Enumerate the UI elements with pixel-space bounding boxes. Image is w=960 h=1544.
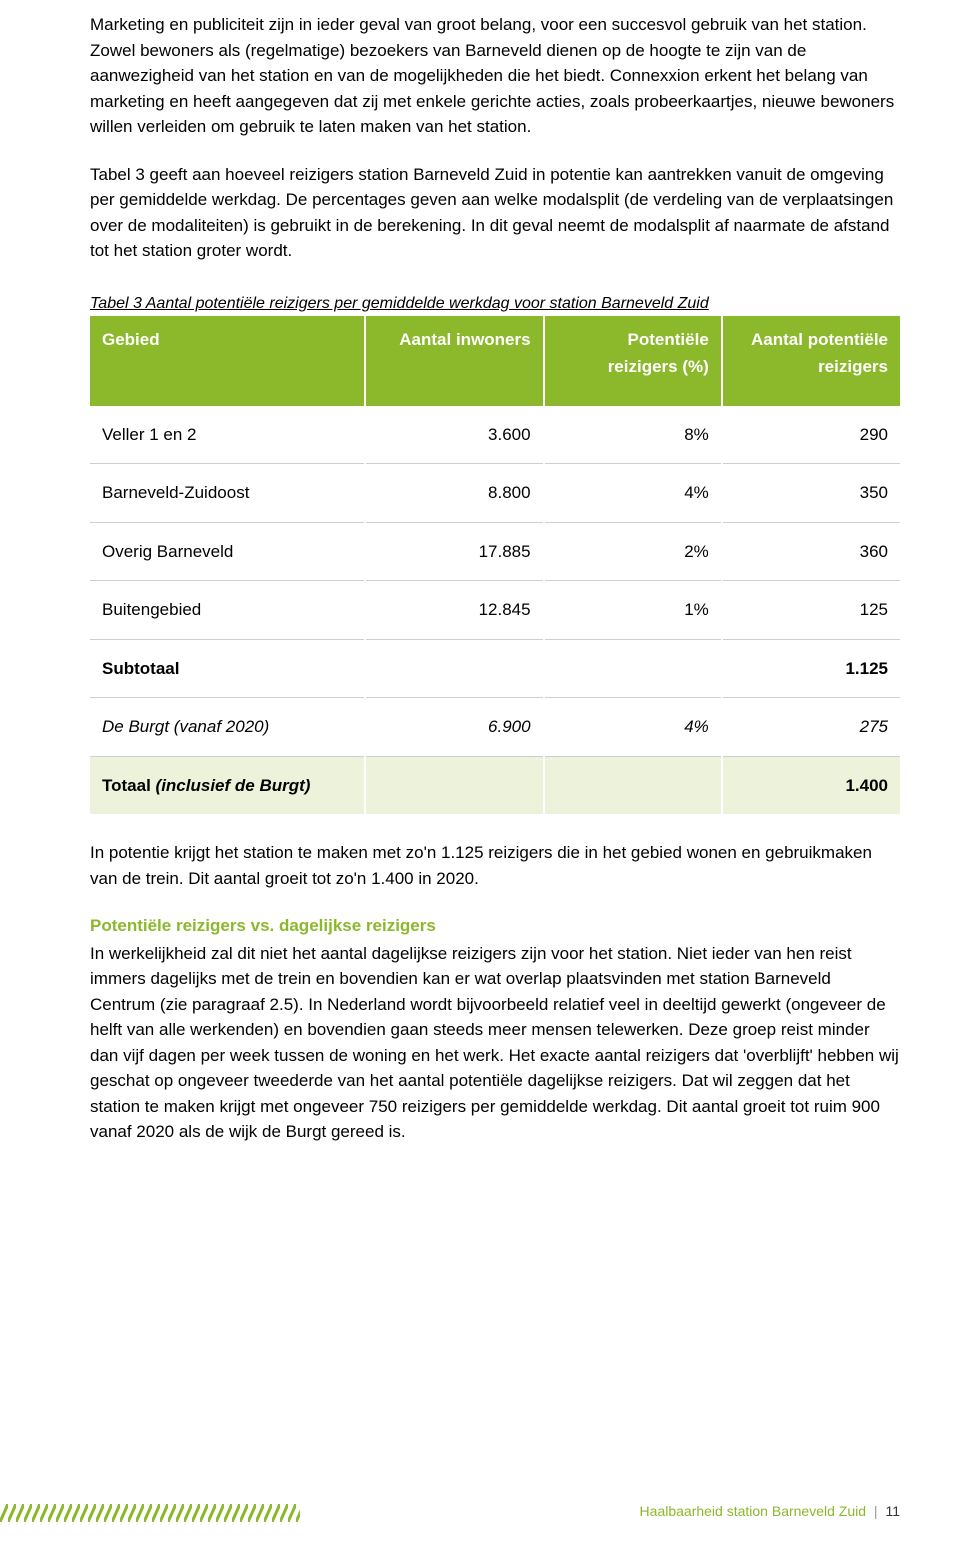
paragraph-3: In potentie krijgt het station te maken … xyxy=(90,840,900,891)
table-row-subtotal: Subtotaal 1.125 xyxy=(90,639,900,698)
footer-doc-title: Haalbaarheid station Barneveld Zuid xyxy=(640,1503,866,1519)
table-row: Veller 1 en 2 3.600 8% 290 xyxy=(90,406,900,464)
table-row-deburgt: De Burgt (vanaf 2020) 6.900 4% 275 xyxy=(90,698,900,757)
col-header-inhabitants: Aantal inwoners xyxy=(365,316,543,406)
table-caption: Tabel 3 Aantal potentiële reizigers per … xyxy=(90,292,900,316)
paragraph-2: Tabel 3 geeft aan hoeveel reizigers stat… xyxy=(90,162,900,264)
table-row: Overig Barneveld 17.885 2% 360 xyxy=(90,522,900,581)
col-header-area: Gebied xyxy=(90,316,365,406)
footer-hatch-icon xyxy=(0,1504,300,1522)
table-row: Barneveld-Zuidoost 8.800 4% 350 xyxy=(90,464,900,523)
col-header-potential: Aantal potentiële reizigers xyxy=(722,316,900,406)
passenger-table: Gebied Aantal inwoners Potentiële reizig… xyxy=(90,316,900,815)
table-header-row: Gebied Aantal inwoners Potentiële reizig… xyxy=(90,316,900,406)
page-footer: Haalbaarheid station Barneveld Zuid | 11 xyxy=(0,1492,960,1522)
footer-title-block: Haalbaarheid station Barneveld Zuid | 11 xyxy=(640,1501,900,1522)
col-header-pct: Potentiële reizigers (%) xyxy=(544,316,722,406)
page-content: Marketing en publiciteit zijn in ieder g… xyxy=(0,0,960,1145)
table-row-total: Totaal (inclusief de Burgt) 1.400 xyxy=(90,756,900,814)
paragraph-4: In werkelijkheid zal dit niet het aantal… xyxy=(90,941,900,1145)
footer-separator: | xyxy=(870,1503,882,1519)
footer-page-number: 11 xyxy=(885,1503,900,1519)
section-heading: Potentiële reizigers vs. dagelijkse reiz… xyxy=(90,913,900,939)
paragraph-1: Marketing en publiciteit zijn in ieder g… xyxy=(90,12,900,140)
table-row: Buitengebied 12.845 1% 125 xyxy=(90,581,900,640)
